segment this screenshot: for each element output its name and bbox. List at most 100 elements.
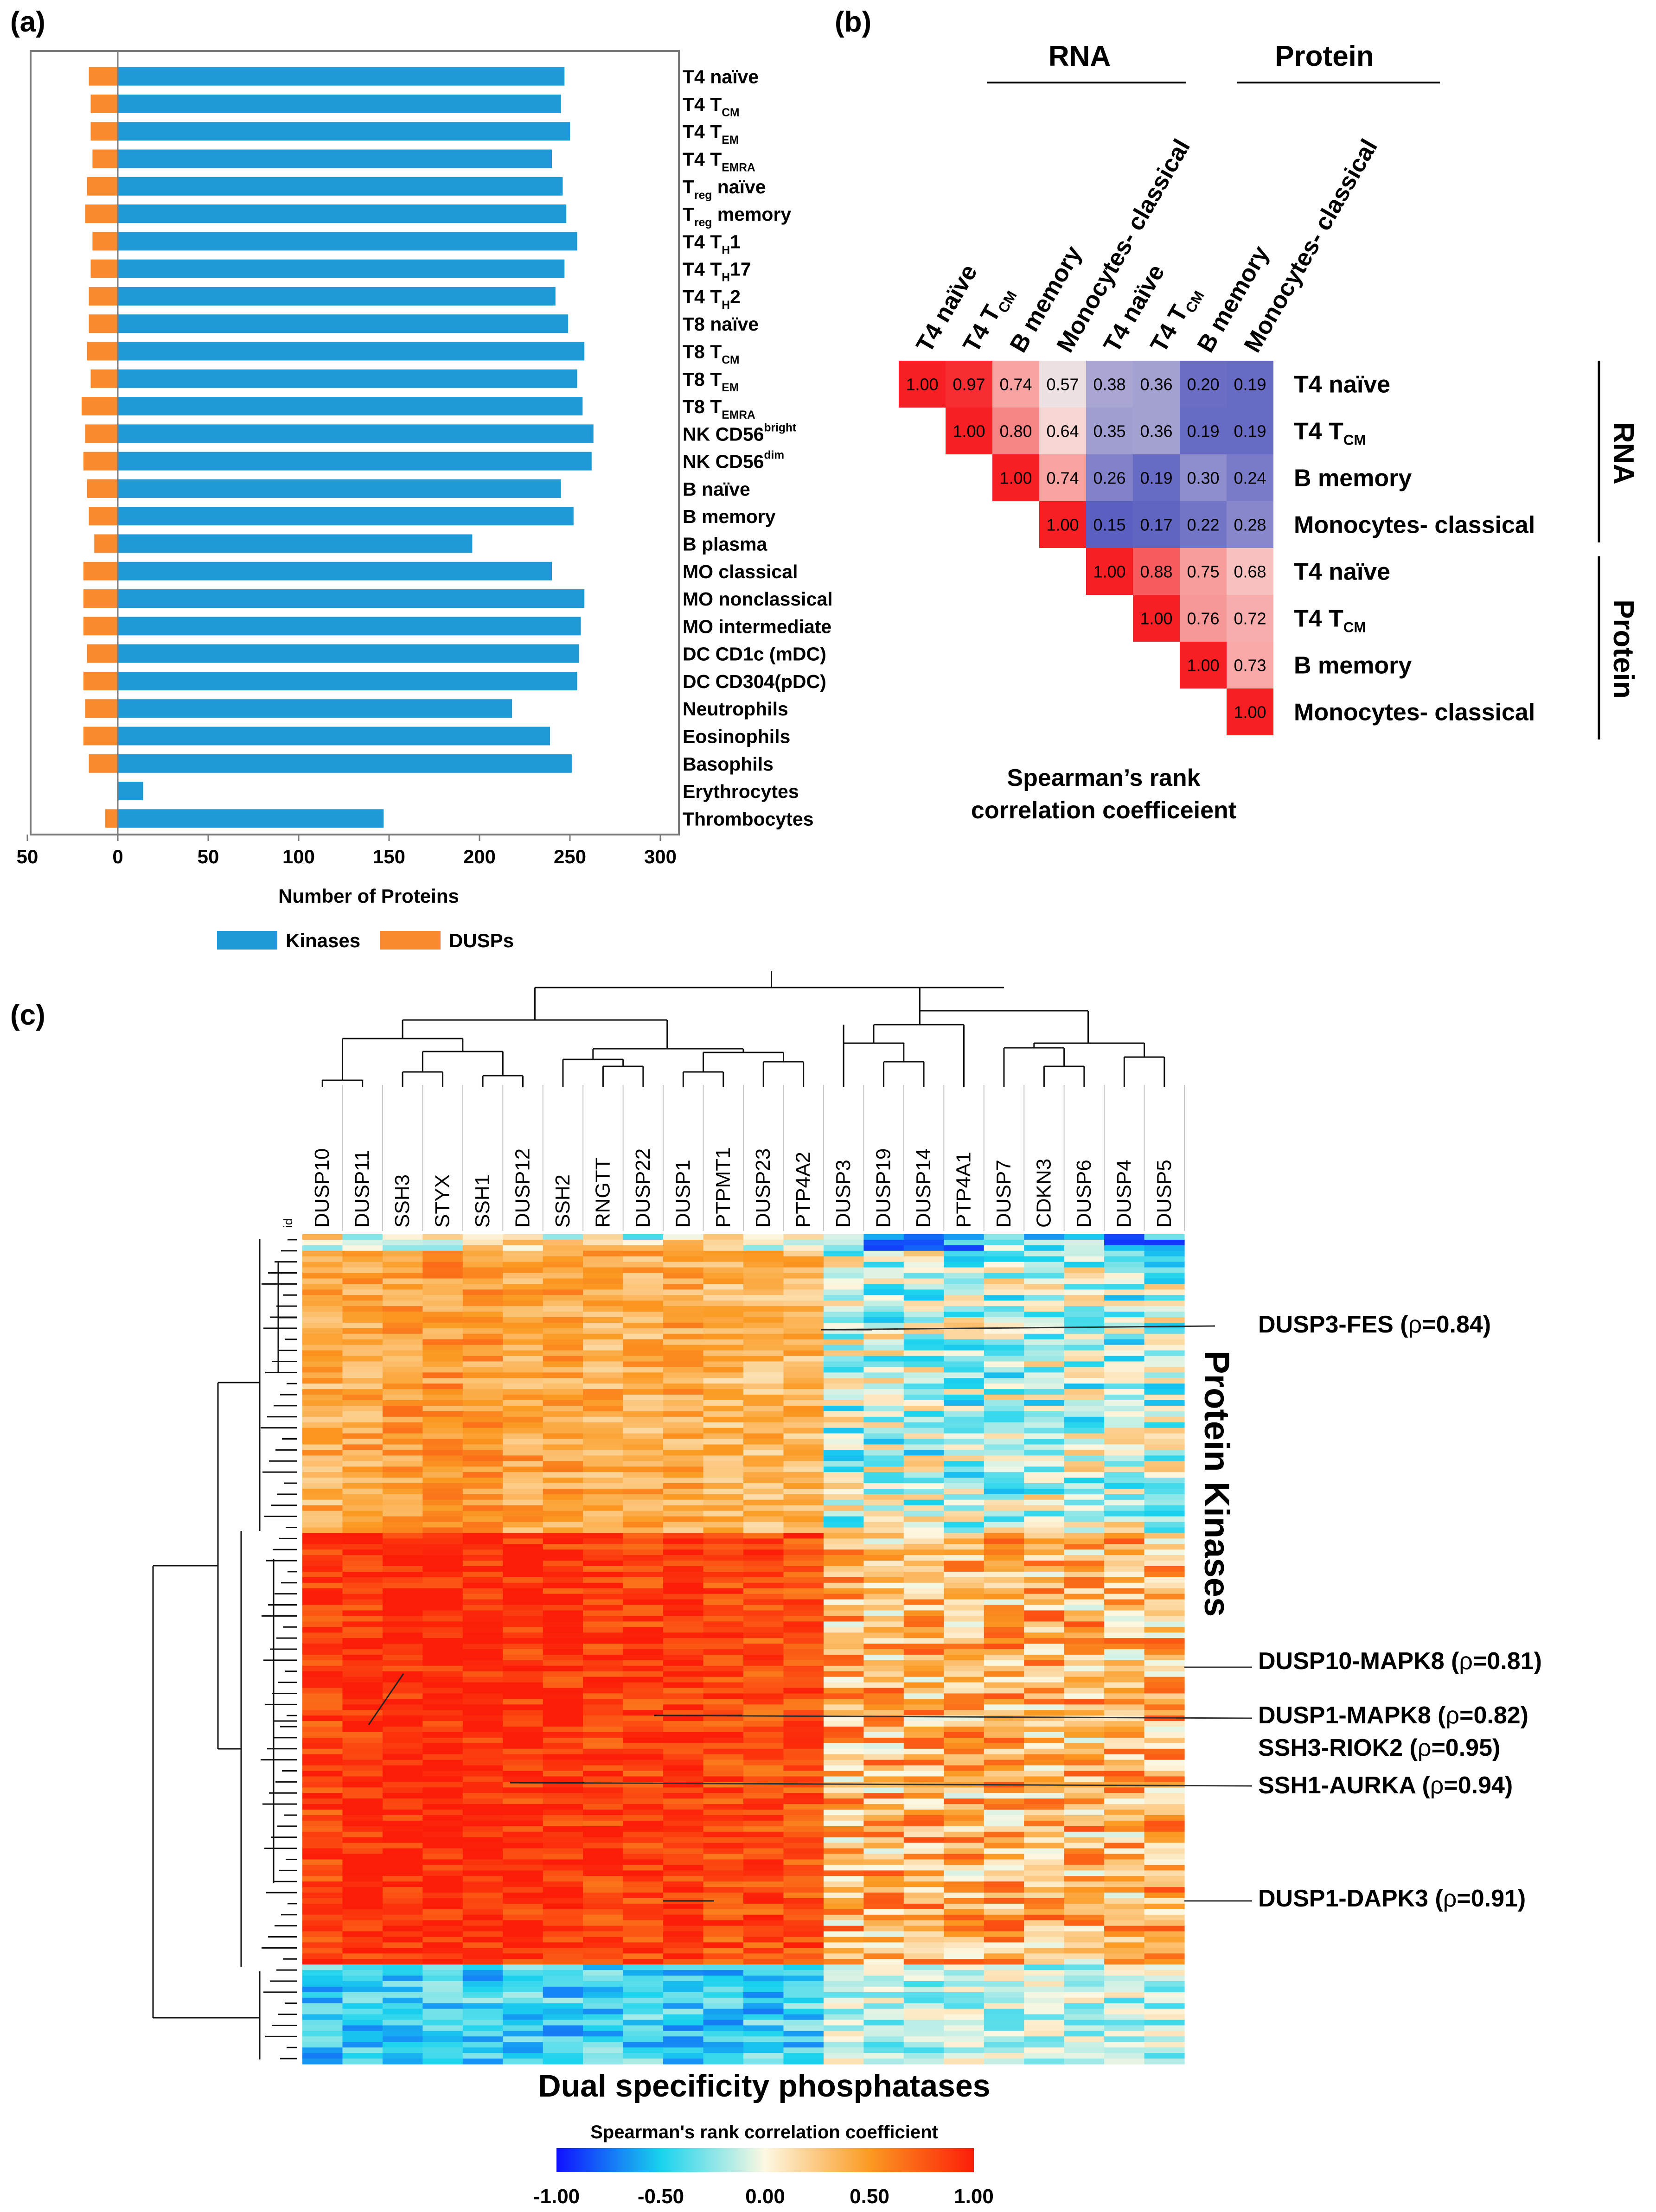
kinase-bar — [118, 314, 569, 333]
category-label: T8 naïve — [683, 313, 759, 335]
heatmap-cell — [302, 1644, 343, 1650]
heatmap-cell — [503, 1804, 543, 1810]
heatmap-cell — [823, 1245, 864, 1251]
heatmap-cell — [984, 1721, 1024, 1727]
heatmap-cell — [1144, 1898, 1185, 1904]
heatmap-cell — [944, 1654, 985, 1661]
heatmap-cell — [903, 1986, 944, 1993]
heatmap-cell — [984, 1804, 1024, 1810]
heatmap-cell — [903, 1289, 944, 1295]
heatmap-cell — [623, 1361, 664, 1367]
heatmap-cell — [503, 1555, 543, 1561]
heatmap-cell — [422, 1859, 463, 1865]
heatmap-cell — [342, 1522, 383, 1528]
heatmap-cell — [422, 1887, 463, 1893]
heatmap-cell — [663, 1876, 704, 1882]
heatmap-cell — [1144, 1765, 1185, 1772]
heatmap-cell — [1024, 1561, 1065, 1567]
heatmap-cell — [503, 2059, 543, 2065]
heatmap-cell — [944, 1804, 985, 1810]
heatmap-cell — [583, 1455, 624, 1461]
heatmap-cell — [422, 1466, 463, 1473]
heatmap-cell — [1024, 1278, 1065, 1284]
heatmap-cell — [984, 1312, 1024, 1318]
heatmap-cell — [863, 1478, 904, 1484]
heatmap-cell — [743, 1594, 784, 1600]
heatmap-cell — [1024, 1660, 1065, 1666]
heatmap-cell — [382, 1737, 423, 1744]
column-name: DUSP19 — [872, 1148, 895, 1228]
heatmap-cell — [1144, 1378, 1185, 1384]
heatmap-cell — [1024, 1710, 1065, 1716]
heatmap-cell — [1104, 1842, 1145, 1849]
heatmap-cell — [503, 2003, 543, 2009]
heatmap-cell — [422, 1289, 463, 1295]
heatmap-cell — [503, 1295, 543, 1301]
heatmap-cell — [663, 1959, 704, 1965]
heatmap-cell — [903, 1804, 944, 1810]
correlation-cell — [1227, 688, 1273, 735]
heatmap-cell — [543, 1428, 583, 1434]
heatmap-cell — [623, 1571, 664, 1578]
heatmap-cell — [903, 1748, 944, 1755]
heatmap-cell — [703, 1494, 744, 1500]
heatmap-cell — [1144, 1981, 1185, 1987]
heatmap-cell — [623, 1948, 664, 1954]
heatmap-cell — [863, 1644, 904, 1650]
heatmap-cell — [382, 1820, 423, 1827]
heatmap-cell — [503, 1278, 543, 1284]
heatmap-cell — [863, 1295, 904, 1301]
heatmap-cell — [663, 1300, 704, 1307]
heatmap-cell — [1064, 1605, 1105, 1611]
label-subscript: EM — [722, 134, 739, 147]
heatmap-cell — [342, 1621, 383, 1627]
heatmap-cell — [422, 1964, 463, 1970]
heatmap-cell — [623, 1605, 664, 1611]
heatmap-cell — [382, 1549, 423, 1555]
heatmap-cell — [342, 1284, 383, 1290]
heatmap-cell — [462, 1820, 503, 1827]
heatmap-cell — [1144, 1416, 1185, 1423]
heatmap-cell — [583, 1273, 624, 1279]
heatmap-cell — [703, 1439, 744, 1445]
heatmap-cell — [743, 1538, 784, 1544]
panel-label-b: (b) — [835, 6, 871, 38]
heatmap-cell — [984, 1405, 1024, 1412]
heatmap-cell — [623, 1466, 664, 1473]
heatmap-cell — [623, 1953, 664, 1959]
heatmap-cell — [422, 1234, 463, 1240]
correlation-cell — [1227, 408, 1273, 454]
heatmap-cell — [342, 1959, 383, 1965]
heatmap-cell — [1064, 1295, 1105, 1301]
heatmap-cell — [342, 1665, 383, 1672]
colorbar-tick-label: 1.00 — [954, 2185, 994, 2208]
heatmap-cell — [422, 1478, 463, 1484]
heatmap-cell — [663, 1854, 704, 1860]
heatmap-cell — [663, 1433, 704, 1440]
heatmap-cell — [462, 1893, 503, 1899]
heatmap-cell — [1064, 1405, 1105, 1412]
heatmap-cell — [543, 1284, 583, 1290]
heatmap-cell — [663, 1339, 704, 1345]
heatmap-cell — [743, 1505, 784, 1511]
heatmap-cell — [503, 1876, 543, 1882]
heatmap-cell — [703, 1295, 744, 1301]
heatmap-cell — [1064, 1239, 1105, 1246]
heatmap-cell — [342, 2014, 383, 2021]
heatmap-cell — [583, 1831, 624, 1838]
heatmap-cell — [823, 1771, 864, 1777]
heatmap-cell — [1104, 1511, 1145, 1517]
heatmap-cell — [863, 1665, 904, 1672]
heatmap-cell — [382, 2042, 423, 2048]
heatmap-cell — [302, 1870, 343, 1876]
heatmap-cell — [703, 1621, 744, 1627]
dusp-bar — [90, 259, 118, 278]
heatmap-cell — [422, 1804, 463, 1810]
heatmap-cell — [623, 2053, 664, 2059]
heatmap-cell — [903, 1732, 944, 1738]
heatmap-cell — [743, 1771, 784, 1777]
heatmap-cell — [1144, 1831, 1185, 1838]
heatmap-cell — [863, 1466, 904, 1473]
heatmap-cell — [462, 1322, 503, 1329]
heatmap-cell — [944, 1361, 985, 1367]
